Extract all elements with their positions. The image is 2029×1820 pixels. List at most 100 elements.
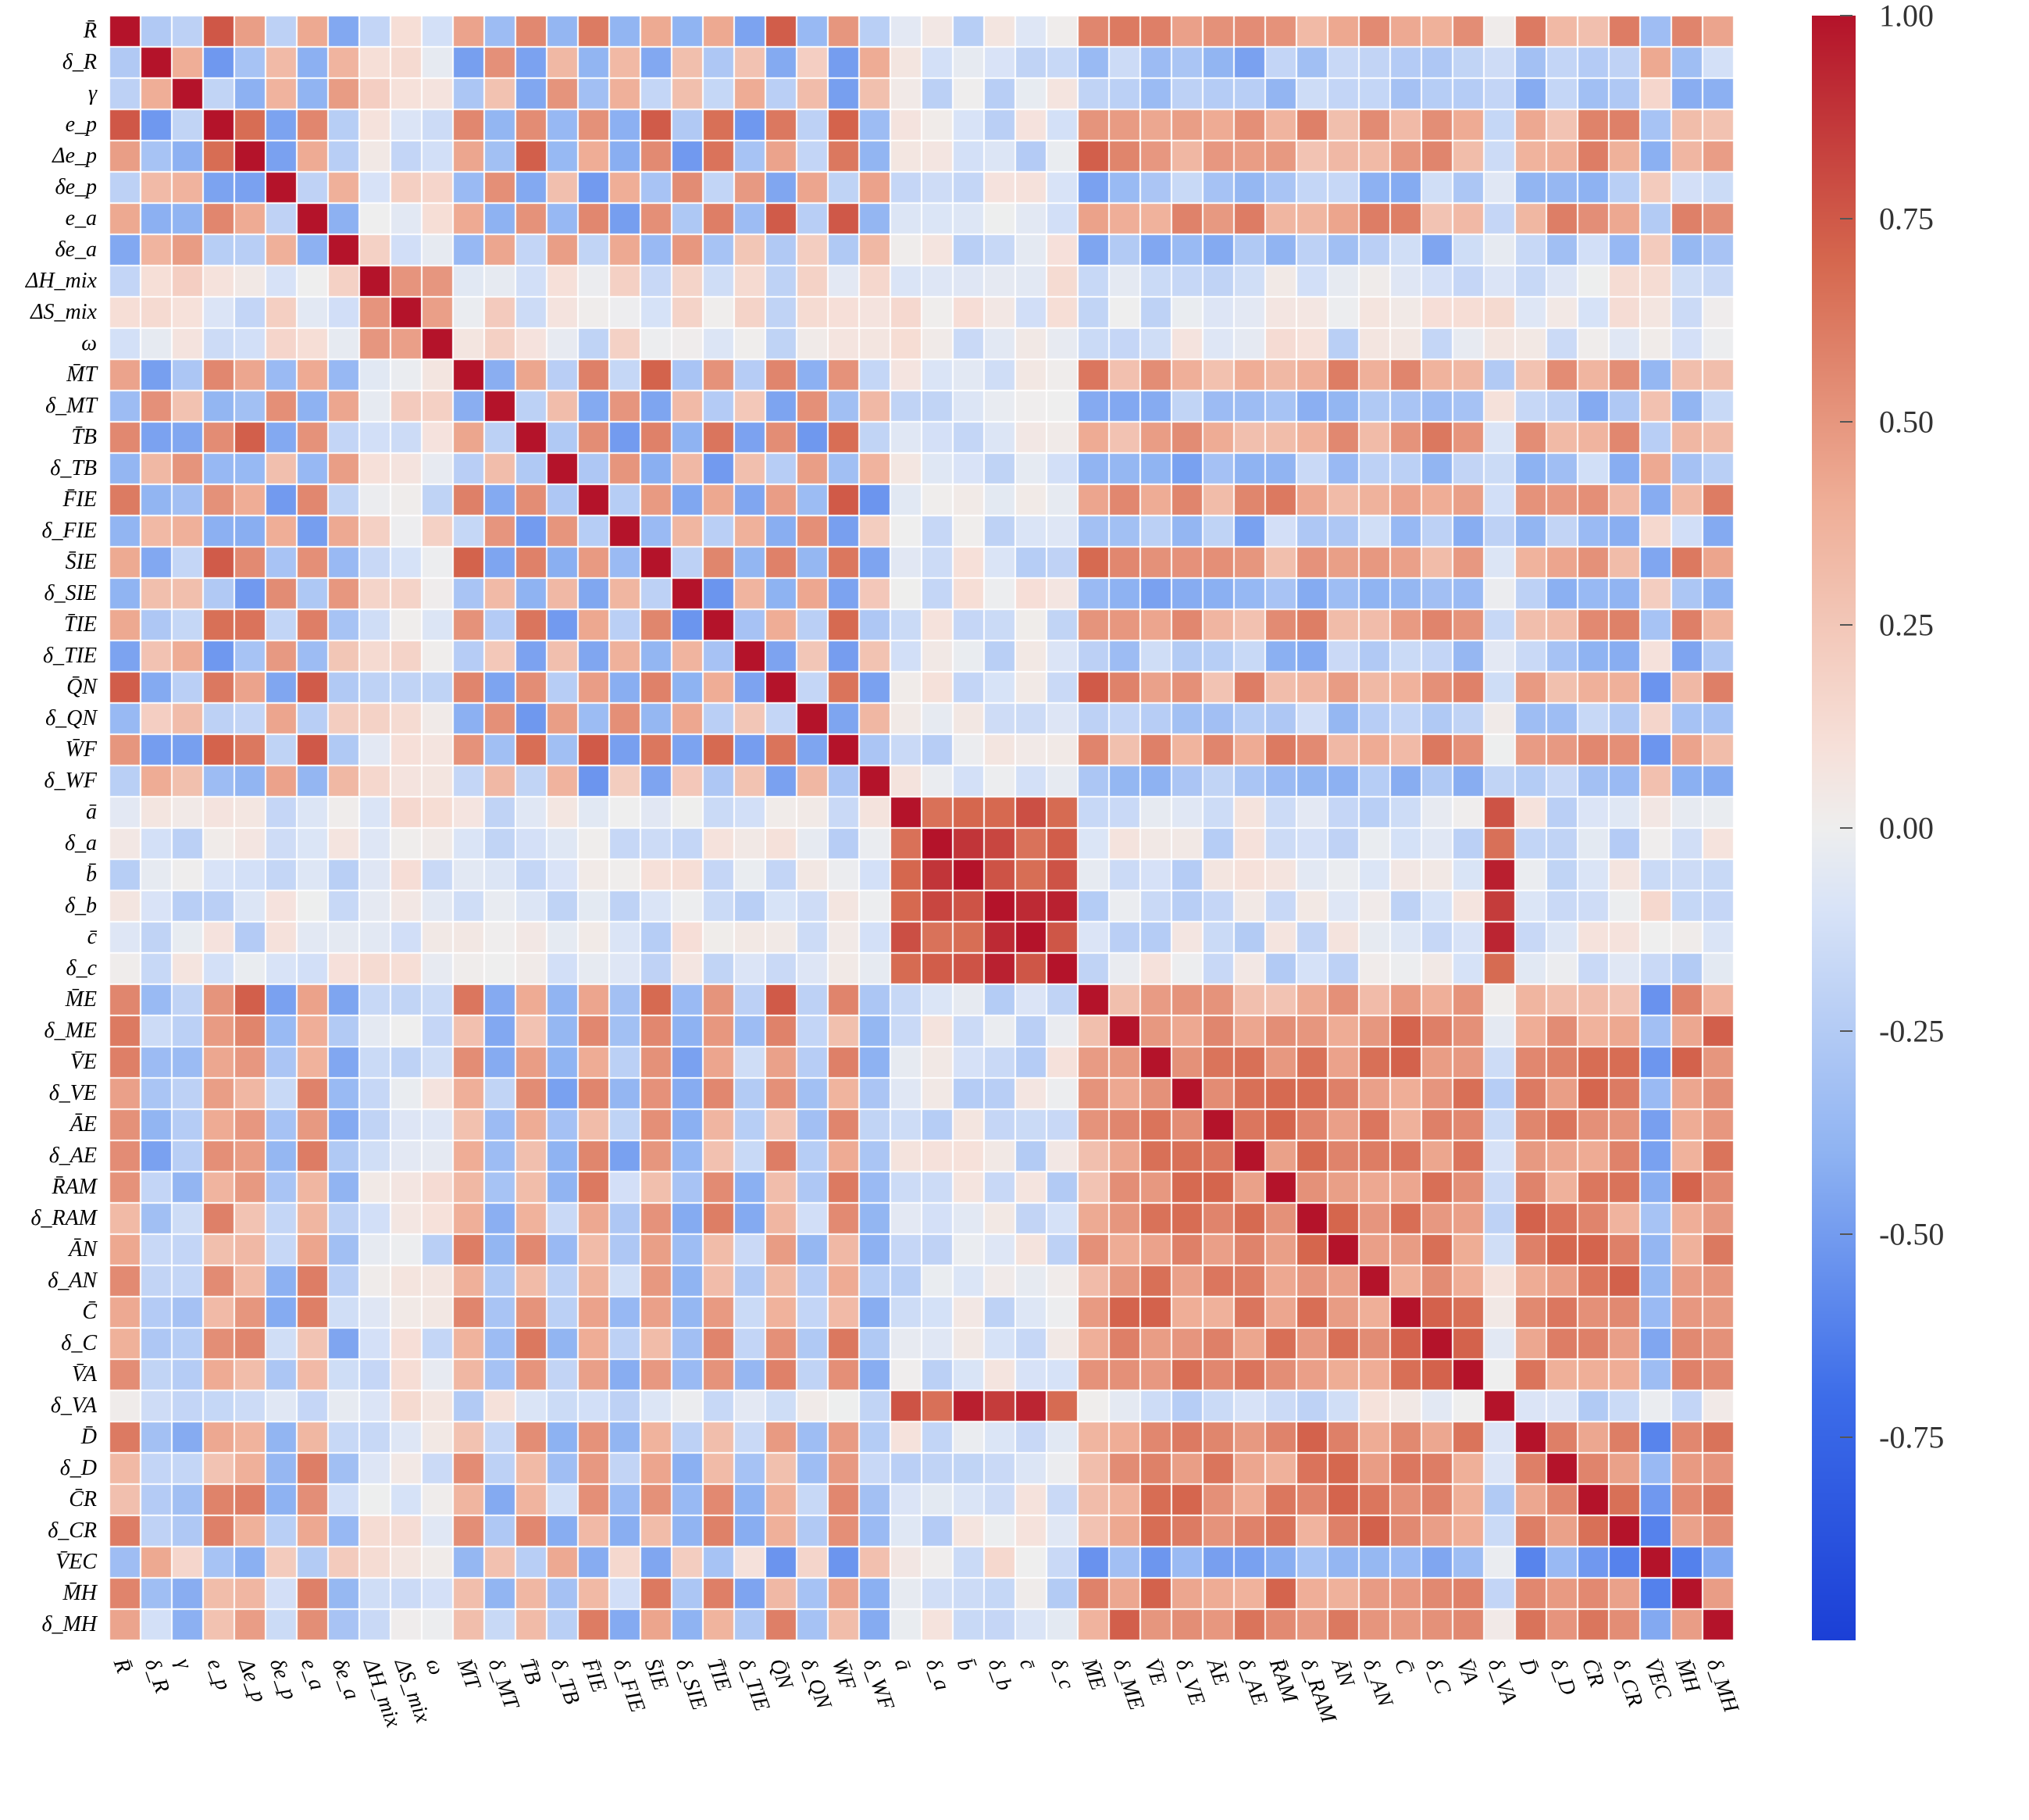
- y-axis-label: δe_p: [55, 177, 97, 198]
- x-axis-label: γ: [172, 1656, 195, 1672]
- y-axis-label: δ_AE: [49, 1145, 97, 1167]
- y-axis-label: ĀN: [69, 1239, 97, 1261]
- x-axis-label: δ_R: [141, 1656, 173, 1696]
- colorbar-tick-mark: [1840, 624, 1852, 626]
- y-axis-label: C̄: [82, 1301, 97, 1323]
- x-axis-label: C̄R: [1578, 1656, 1608, 1690]
- x-axis-label: C̄: [1390, 1656, 1416, 1677]
- heatmap-canvas: [109, 16, 1734, 1640]
- colorbar-tick-mark: [1840, 827, 1852, 829]
- y-axis-label: e_p: [66, 114, 97, 136]
- x-axis-label: W̄F: [828, 1656, 859, 1693]
- x-axis-label: T̄B: [515, 1656, 544, 1687]
- x-axis-label: c̄: [1015, 1656, 1039, 1672]
- x-axis-label: e_a: [297, 1656, 328, 1693]
- y-axis-label: T̄IE: [64, 614, 97, 636]
- x-axis-label: δ_b: [984, 1656, 1015, 1693]
- x-axis-label: δ_a: [922, 1656, 953, 1693]
- y-axis-label: R̄: [84, 20, 97, 42]
- y-axis-label: M̄H: [62, 1583, 97, 1604]
- y-axis-label: e_a: [66, 208, 97, 230]
- x-axis-label: b̄: [953, 1656, 977, 1674]
- colorbar-tick-mark: [1840, 15, 1852, 16]
- y-axis-label: R̄AM: [52, 1176, 97, 1198]
- x-axis-label: Q̄N: [765, 1656, 797, 1692]
- x-axis-label: ā: [890, 1656, 915, 1674]
- x-axis-label: D̄: [1515, 1656, 1541, 1679]
- y-axis-label: ΔS_mix: [30, 302, 97, 323]
- y-axis-label: ā: [86, 801, 97, 823]
- x-axis-label: V̄E: [1140, 1656, 1170, 1689]
- y-axis-label: δ_C: [61, 1333, 97, 1354]
- x-axis-label: ω: [422, 1656, 448, 1678]
- y-axis-label: δ_FIE: [41, 520, 97, 542]
- y-axis-label: C̄R: [69, 1489, 97, 1511]
- y-axis-label: W̄F: [66, 739, 97, 761]
- x-axis-label: ĀN: [1328, 1656, 1358, 1690]
- colorbar-tick-label: 0.00: [1879, 810, 1934, 847]
- colorbar-tick-label: -0.75: [1879, 1419, 1944, 1456]
- y-axis-label: S̄IE: [66, 551, 97, 573]
- x-axis-label: δe_a: [328, 1656, 363, 1703]
- x-axis-label: M̄H: [1671, 1656, 1703, 1695]
- colorbar-tick-mark: [1840, 1233, 1852, 1235]
- y-axis-label: δ_WF: [45, 770, 97, 792]
- colorbar: 1.000.750.500.250.00-0.25-0.50-0.75: [1812, 16, 1856, 1640]
- x-axis-label: δ_D: [1546, 1656, 1579, 1698]
- y-axis-label: δ_VA: [51, 1395, 97, 1417]
- y-axis-label: δ_D: [60, 1458, 97, 1479]
- y-axis-label: ĀE: [70, 1114, 97, 1136]
- colorbar-tick-label: 0.50: [1879, 404, 1934, 441]
- x-axis-label: T̄IE: [703, 1656, 735, 1694]
- correlation-heatmap-figure: R̄δ_Rγe_pΔe_pδe_pe_aδe_aΔH_mixΔS_mixωM̄T…: [0, 0, 2029, 1818]
- colorbar-tick-mark: [1840, 1030, 1852, 1032]
- y-axis-label: b̄: [86, 864, 97, 886]
- colorbar-tick-label: -0.50: [1879, 1216, 1944, 1253]
- y-axis-label: V̄EC: [55, 1551, 97, 1573]
- x-axis-label: S̄IE: [640, 1656, 672, 1693]
- y-axis-label: M̄T: [66, 364, 97, 386]
- y-axis-label: Δe_p: [52, 145, 97, 167]
- y-axis-label: c̄: [87, 926, 97, 948]
- y-axis-label: δe_a: [55, 239, 97, 261]
- x-axis-label: M̄E: [1078, 1656, 1109, 1693]
- x-axis-labels: R̄δ_Rγe_pΔe_pδe_pe_aδe_aΔH_mixΔS_mixωM̄T…: [109, 1648, 1734, 1820]
- colorbar-tick-label: 0.25: [1879, 607, 1934, 644]
- y-axis-label: δ_CR: [48, 1520, 97, 1542]
- colorbar-tick-mark: [1840, 218, 1852, 219]
- colorbar-tick-label: 1.00: [1879, 0, 1934, 34]
- y-axis-label: δ_c: [66, 958, 97, 980]
- y-axis-label: δ_QN: [45, 708, 97, 730]
- y-axis-label: M̄E: [66, 989, 97, 1011]
- y-axis-label: Q̄N: [66, 676, 97, 698]
- y-axis-label: δ_SIE: [45, 583, 97, 605]
- y-axis-label: F̄IE: [62, 489, 97, 511]
- x-axis-label: δ_MH: [1703, 1656, 1742, 1715]
- x-axis-label: δ_c: [1047, 1656, 1078, 1693]
- colorbar-tick-mark: [1840, 1436, 1852, 1438]
- x-axis-label: F̄IE: [578, 1656, 610, 1695]
- y-axis-label: D̄: [81, 1426, 97, 1448]
- y-axis-label: T̄B: [71, 426, 97, 448]
- y-axis-label: δ_VE: [49, 1083, 97, 1104]
- y-axis-label: ΔH_mix: [26, 270, 97, 292]
- y-axis-label: δ_MT: [45, 395, 97, 417]
- heatmap-area: [109, 16, 1734, 1640]
- colorbar-tick-label: -0.25: [1879, 1013, 1944, 1050]
- y-axis-label: δ_R: [62, 52, 97, 73]
- x-axis-label: V̄A: [1453, 1656, 1482, 1687]
- y-axis-label: δ_AN: [48, 1270, 97, 1292]
- x-axis-label: R̄: [109, 1656, 134, 1676]
- x-axis-label: ĀE: [1203, 1656, 1232, 1689]
- y-axis-label: γ: [88, 83, 97, 105]
- y-axis-label: V̄E: [70, 1051, 97, 1073]
- y-axis-label: ω: [81, 333, 97, 355]
- y-axis-label: V̄A: [72, 1364, 97, 1386]
- y-axis-label: δ_ME: [45, 1020, 97, 1042]
- colorbar-tick-mark: [1840, 421, 1852, 423]
- colorbar-tick-label: 0.75: [1879, 201, 1934, 237]
- y-axis-label: δ_b: [65, 895, 97, 917]
- y-axis-label: δ_MH: [41, 1614, 97, 1636]
- x-axis-label: e_p: [203, 1656, 234, 1693]
- x-axis-label: M̄T: [453, 1656, 484, 1692]
